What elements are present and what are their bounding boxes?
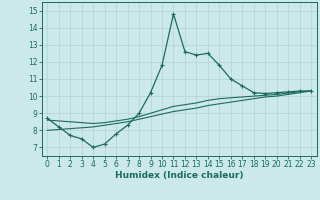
X-axis label: Humidex (Indice chaleur): Humidex (Indice chaleur) (115, 171, 244, 180)
